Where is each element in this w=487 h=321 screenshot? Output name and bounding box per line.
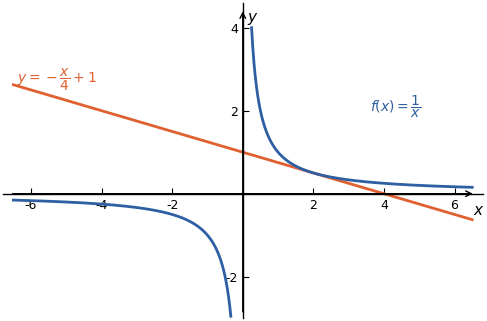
- Text: x: x: [473, 203, 482, 218]
- Text: $y = -\dfrac{x}{4} + 1$: $y = -\dfrac{x}{4} + 1$: [17, 66, 97, 93]
- Text: $f(x) = \dfrac{1}{x}$: $f(x) = \dfrac{1}{x}$: [370, 93, 422, 120]
- Text: y: y: [247, 10, 256, 25]
